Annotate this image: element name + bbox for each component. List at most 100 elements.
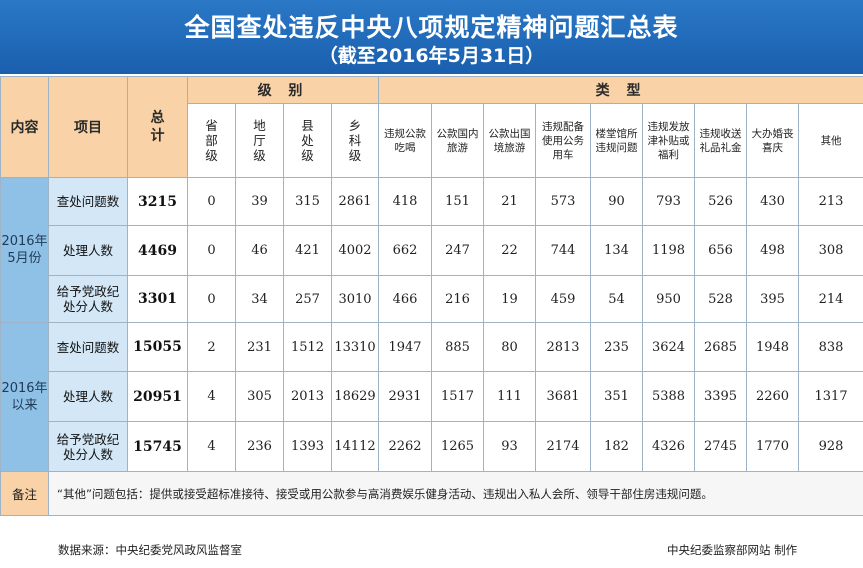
total-cell: 15745 — [127, 421, 188, 472]
summary-table: 内容 项目 总计 级 别 类 型 省部级 地厅级 县处级 乡科级 违规公款吃喝 … — [0, 76, 863, 516]
type-value-cell: 459 — [535, 275, 591, 323]
type-value-cell: 2931 — [378, 371, 432, 422]
level-value-cell: 0 — [187, 225, 236, 276]
type-value-cell: 3624 — [642, 322, 695, 372]
type-header: 违规收送礼品礼金 — [694, 103, 747, 178]
level-value-cell: 305 — [235, 371, 284, 422]
type-value-cell: 54 — [590, 275, 643, 323]
row-item-text: 处理人数 — [62, 243, 113, 258]
type-label: 公款国内旅游 — [436, 127, 479, 154]
type-value-cell: 418 — [378, 177, 432, 226]
type-value-cell: 838 — [797, 322, 863, 372]
type-value-cell: 656 — [694, 225, 747, 276]
group-type-header: 类 型 — [377, 76, 863, 104]
type-value-cell: 151 — [431, 177, 484, 226]
level-header: 乡科级 — [331, 103, 379, 178]
total-cell: 20951 — [127, 371, 188, 422]
type-value-cell: 111 — [483, 371, 536, 422]
type-value-cell: 214 — [797, 275, 863, 323]
type-header: 公款国内旅游 — [431, 103, 484, 178]
level-value-cell: 14112 — [331, 421, 379, 472]
type-header: 大办婚丧喜庆 — [746, 103, 799, 178]
level-value-cell: 2 — [187, 322, 236, 372]
level-label: 县处级 — [301, 118, 314, 163]
credit: 中央纪委监察部网站 制作 — [667, 543, 798, 557]
type-value-cell: 21 — [483, 177, 536, 226]
type-value-cell: 216 — [431, 275, 484, 323]
type-value-cell: 1517 — [431, 371, 484, 422]
level-value-cell: 1512 — [283, 322, 332, 372]
group-level-header: 级 别 — [187, 76, 379, 104]
row-item-label: 处理人数 — [48, 371, 128, 422]
type-value-cell: 928 — [797, 421, 863, 472]
type-value-cell: 90 — [590, 177, 643, 226]
row-item-label: 查处问题数 — [48, 322, 128, 372]
type-value-cell: 950 — [642, 275, 695, 323]
page-subtitle: （截至2016年5月31日） — [318, 45, 545, 67]
level-value-cell: 34 — [235, 275, 284, 323]
type-label: 公款出国境旅游 — [488, 127, 531, 154]
type-value-cell: 182 — [590, 421, 643, 472]
level-value-cell: 4 — [187, 421, 236, 472]
type-value-cell: 2745 — [694, 421, 747, 472]
level-header: 地厅级 — [235, 103, 284, 178]
level-value-cell: 39 — [235, 177, 284, 226]
total-cell: 4469 — [127, 225, 188, 276]
level-value-cell: 18629 — [331, 371, 379, 422]
header-row-groups: 内容 项目 总计 级 别 类 型 — [0, 76, 863, 178]
type-value-cell: 1770 — [746, 421, 799, 472]
type-header: 违规配备使用公务用车 — [535, 103, 591, 178]
type-header: 违规发放津补贴或福利 — [642, 103, 695, 178]
type-value-cell: 395 — [746, 275, 799, 323]
type-value-cell: 573 — [535, 177, 591, 226]
type-value-cell: 466 — [378, 275, 432, 323]
type-value-cell: 498 — [746, 225, 799, 276]
level-label: 地厅级 — [253, 118, 266, 163]
col-total-label: 总计 — [150, 110, 165, 144]
row-item-text: 给予党政纪处分人数 — [56, 284, 120, 314]
level-value-cell: 3010 — [331, 275, 379, 323]
col-item-header: 项目 — [48, 76, 128, 178]
type-value-cell: 80 — [483, 322, 536, 372]
level-header: 省部级 — [187, 103, 236, 178]
level-label: 乡科级 — [348, 118, 362, 163]
level-value-cell: 236 — [235, 421, 284, 472]
type-header: 楼堂馆所违规问题 — [590, 103, 643, 178]
level-value-cell: 421 — [283, 225, 332, 276]
type-value-cell: 885 — [431, 322, 484, 372]
type-header: 公款出国境旅游 — [483, 103, 536, 178]
table-row: 2016年5月份 查处问题数 3215 0 39 315 2861 418 151 21 573 90… — [0, 177, 863, 323]
type-value-cell: 351 — [590, 371, 643, 422]
row-item-label: 查处问题数 — [48, 177, 128, 226]
type-value-cell: 1948 — [746, 322, 799, 372]
row-item-label: 给予党政纪处分人数 — [48, 275, 128, 323]
type-header: 其他 — [797, 103, 863, 178]
type-label: 违规收送礼品礼金 — [699, 127, 742, 154]
row-item-text: 查处问题数 — [56, 194, 120, 209]
table-row: 给予党政纪处分人数 15745 4 236 1393 14112 2262 1265 93 217… — [1, 421, 863, 472]
level-value-cell: 2013 — [283, 371, 332, 422]
page-title: 全国查处违反中央八项规定精神问题汇总表 — [184, 13, 679, 42]
level-value-cell: 2861 — [331, 177, 379, 226]
type-value-cell: 1317 — [797, 371, 863, 422]
table-row: 处理人数 4469 0 46 421 4002 662 247 22 744 134 1198 656 4… — [1, 225, 863, 276]
type-value-cell: 528 — [694, 275, 747, 323]
level-value-cell: 315 — [283, 177, 332, 226]
type-label: 违规配备使用公务用车 — [542, 120, 584, 161]
level-value-cell: 13310 — [331, 322, 379, 372]
type-value-cell: 2174 — [535, 421, 591, 472]
type-label: 违规公款吃喝 — [384, 127, 426, 154]
type-value-cell: 19 — [483, 275, 536, 323]
type-value-cell: 793 — [642, 177, 695, 226]
level-label: 省部级 — [205, 118, 218, 163]
table-row: 2016年以来 查处问题数 15055 2 231 1512 13310 1947 885 80 2… — [0, 322, 863, 472]
type-value-cell: 2262 — [378, 421, 432, 472]
row-item-text: 给予党政纪处分人数 — [56, 431, 120, 462]
type-value-cell: 526 — [694, 177, 747, 226]
type-value-cell: 5388 — [642, 371, 695, 422]
row-item-text: 处理人数 — [62, 389, 113, 404]
level-value-cell: 0 — [187, 177, 236, 226]
type-label: 其他 — [820, 134, 842, 147]
type-value-cell: 2813 — [535, 322, 591, 372]
